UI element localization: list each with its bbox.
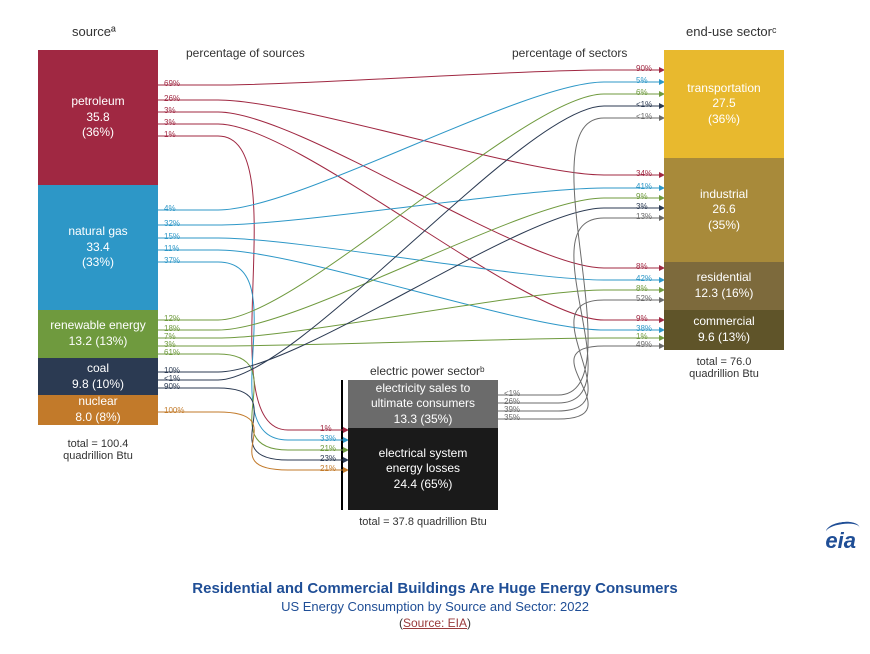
- source-block: coal9.8 (10%): [38, 358, 158, 395]
- flow-pct-source: 3%: [164, 106, 176, 115]
- flow-pct-source: 4%: [164, 204, 176, 213]
- flow-pct-sector: 21%: [320, 444, 336, 453]
- flow-pct-sector: 42%: [636, 274, 652, 283]
- flow-pct-sector: 1%: [320, 424, 332, 433]
- flow-pct-source: 69%: [164, 79, 180, 88]
- source-link[interactable]: Source: EIA: [403, 616, 467, 630]
- electric-block: electrical systemenergy losses24.4 (65%): [348, 428, 498, 510]
- flow-pct-source: 90%: [164, 382, 180, 391]
- flow-pct-sector: 34%: [636, 169, 652, 178]
- sankey-diagram: sourceª percentage of sources percentage…: [0, 0, 870, 654]
- flow-pct-sector: 3%: [636, 202, 648, 211]
- source-block: natural gas33.4(33%): [38, 185, 158, 310]
- flow-pct-source: 12%: [164, 314, 180, 323]
- flow-pct-source: 3%: [164, 118, 176, 127]
- footer-title: Residential and Commercial Buildings Are…: [0, 580, 870, 597]
- flow-pct-source: 1%: [164, 130, 176, 139]
- sector-block: residential12.3 (16%): [664, 262, 784, 310]
- flow-pct-sector: 41%: [636, 182, 652, 191]
- flow-pct-sector: 90%: [636, 64, 652, 73]
- flow-pct-sector: 49%: [636, 340, 652, 349]
- flow-pct-sector: 5%: [636, 76, 648, 85]
- source-block: renewable energy13.2 (13%): [38, 310, 158, 358]
- flow-pct-sector: 8%: [636, 262, 648, 271]
- flow-pct-source: 100%: [164, 406, 184, 415]
- flow-pct-source: 26%: [164, 94, 180, 103]
- flow-pct-sector: 9%: [636, 314, 648, 323]
- flow-pct-source: 11%: [164, 244, 179, 253]
- flow-pct-sector: 33%: [320, 434, 336, 443]
- flow-pct-sector: 52%: [636, 294, 652, 303]
- footer: Residential and Commercial Buildings Are…: [0, 580, 870, 630]
- flow-pct-sector: 21%: [320, 464, 336, 473]
- flow-pct-source: 32%: [164, 219, 180, 228]
- flow-pct-sector: 9%: [636, 192, 648, 201]
- sector-block: industrial26.6(35%): [664, 158, 784, 262]
- eia-logo: eia: [825, 528, 856, 554]
- footer-subtitle: US Energy Consumption by Source and Sect…: [0, 599, 870, 614]
- flow-pct-sector: <1%: [636, 100, 652, 109]
- flow-pct-sector: 13%: [636, 212, 652, 221]
- right-total: total = 76.0 quadrillion Btu: [664, 356, 784, 380]
- center-total: total = 37.8 quadrillion Btu: [348, 516, 498, 528]
- flow-pct-sector: 23%: [320, 454, 336, 463]
- left-total: total = 100.4 quadrillion Btu: [38, 438, 158, 462]
- source-block: nuclear8.0 (8%): [38, 395, 158, 425]
- flow-pct-sector: 8%: [636, 284, 648, 293]
- source-block: petroleum35.8(36%): [38, 50, 158, 185]
- flow-pct-source: 61%: [164, 348, 180, 357]
- sector-block: commercial9.6 (13%): [664, 310, 784, 350]
- electric-block: electricity sales toultimate consumers13…: [348, 380, 498, 428]
- flow-pct-source: 37%: [164, 256, 180, 265]
- sector-block: transportation27.5(36%): [664, 50, 784, 158]
- footer-source: (Source: EIA): [0, 616, 870, 630]
- flow-pct-source: 35%: [504, 413, 520, 422]
- flow-pct-sector: 6%: [636, 88, 648, 97]
- flow-pct-source: 15%: [164, 232, 180, 241]
- flow-pct-sector: <1%: [636, 112, 652, 121]
